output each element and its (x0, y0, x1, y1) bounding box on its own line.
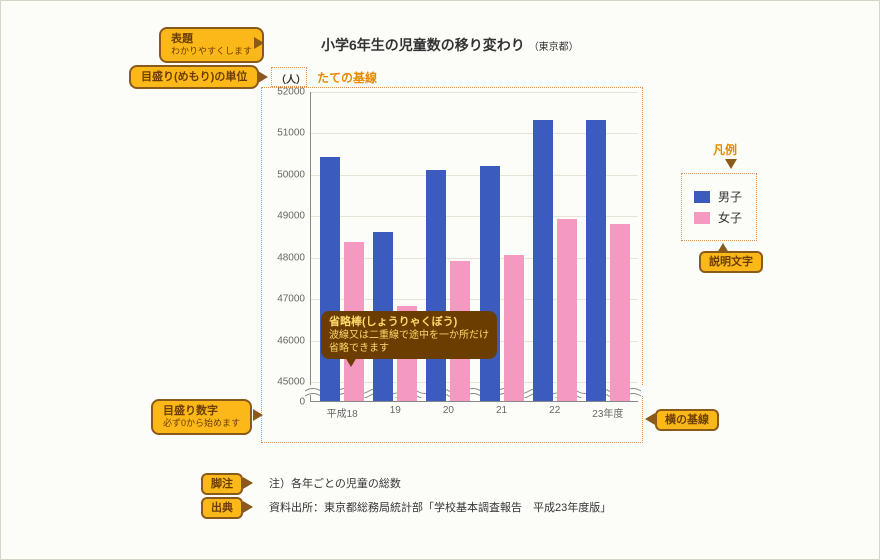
callout-footnote: 脚注 (201, 473, 243, 495)
bar (533, 120, 553, 401)
pointer (254, 37, 264, 49)
callout-axis-break-title: 省略棒(しょうりゃくぼう) (329, 316, 457, 328)
pointer (725, 159, 737, 169)
callout-scale-numbers-label: 目盛り数字 (163, 405, 218, 417)
y-tick-label: 46000 (277, 335, 305, 346)
legend-item: 男子 (694, 188, 742, 205)
chart-title-suffix: （東京都） (529, 42, 579, 53)
callout-title: 表題 わかりやすくします (159, 27, 264, 63)
callout-legend-text-label: 説明文字 (709, 256, 753, 268)
legend-label: 男子 (718, 188, 742, 205)
chart-title: 小学6年生の児童数の移り変わり （東京都） (321, 35, 579, 55)
callout-axis-break-body2: 省略できます (329, 343, 389, 354)
source-text: 資料出所：東京都総務局統計部「学校基本調査報告 平成23年度版」 (269, 499, 611, 515)
bar (480, 166, 500, 401)
callout-scale-numbers: 目盛り数字 必ず0から始めます (151, 399, 252, 435)
x-tick-label: 21 (496, 405, 507, 416)
pointer (243, 501, 253, 513)
y-tick-label: 50000 (277, 169, 305, 180)
pointer (258, 71, 268, 83)
bar (504, 255, 524, 401)
callout-horizontal-baseline-label: 横の基線 (665, 414, 709, 426)
legend-swatch (694, 191, 710, 203)
x-tick-label: 19 (390, 405, 401, 416)
y-tick-label: 49000 (277, 211, 305, 222)
chart-title-main: 小学6年生の児童数の移り変わり (321, 37, 525, 53)
x-tick-label: 22 (549, 405, 560, 416)
bar (557, 219, 577, 401)
callout-source-label: 出典 (211, 502, 233, 514)
footnote-text: 注）各年ごとの児童の総数 (269, 475, 401, 491)
annot-vertical-baseline: たての基線 (317, 69, 377, 86)
callout-y-unit: 目盛り(めもり)の単位 (129, 65, 259, 89)
callout-footnote-label: 脚注 (211, 478, 233, 490)
y-tick-label: 48000 (277, 252, 305, 263)
y-tick-label: 51000 (277, 128, 305, 139)
y-tick-zero: 0 (299, 397, 305, 408)
bar (426, 170, 446, 401)
y-axis-unit: （人） (276, 71, 306, 86)
y-tick-label: 52000 (277, 87, 305, 98)
gridline (311, 92, 638, 93)
bar (320, 157, 340, 401)
x-tick-label: 23年度 (592, 405, 623, 420)
pointer (253, 409, 263, 421)
pointer (717, 243, 729, 253)
y-tick-label: 47000 (277, 294, 305, 305)
legend-swatch (694, 212, 710, 224)
callout-axis-break-body1: 波線又は二重線で途中を一か所だけ (329, 330, 489, 341)
callout-source: 出典 (201, 497, 243, 519)
bar (610, 224, 630, 401)
legend: 男子女子 (681, 173, 757, 241)
callout-legend-text: 説明文字 (699, 251, 763, 273)
legend-label: 女子 (718, 209, 742, 226)
annot-legend: 凡例 (713, 141, 737, 158)
y-tick-label: 45000 (277, 377, 305, 388)
callout-axis-break: 省略棒(しょうりゃくぼう) 波線又は二重線で途中を一か所だけ 省略できます (321, 311, 497, 359)
x-tick-label: 平成18 (327, 405, 358, 420)
callout-title-label: 表題 (171, 33, 193, 45)
callout-title-sub: わかりやすくします (171, 46, 252, 58)
pointer (645, 413, 655, 425)
legend-item: 女子 (694, 209, 742, 226)
callout-horizontal-baseline: 横の基線 (655, 409, 719, 431)
bar (586, 120, 606, 401)
x-tick-label: 20 (443, 405, 454, 416)
figure-frame: 表題 わかりやすくします 小学6年生の児童数の移り変わり （東京都） 目盛り(め… (0, 0, 880, 560)
pointer (243, 477, 253, 489)
callout-y-unit-label: 目盛り(めもり)の単位 (141, 71, 247, 83)
pointer (345, 357, 357, 367)
callout-scale-numbers-sub: 必ず0から始めます (163, 418, 240, 430)
chart-plot: 45000 46000 47000 48000 49000 50000 51000 52000… (261, 87, 643, 443)
